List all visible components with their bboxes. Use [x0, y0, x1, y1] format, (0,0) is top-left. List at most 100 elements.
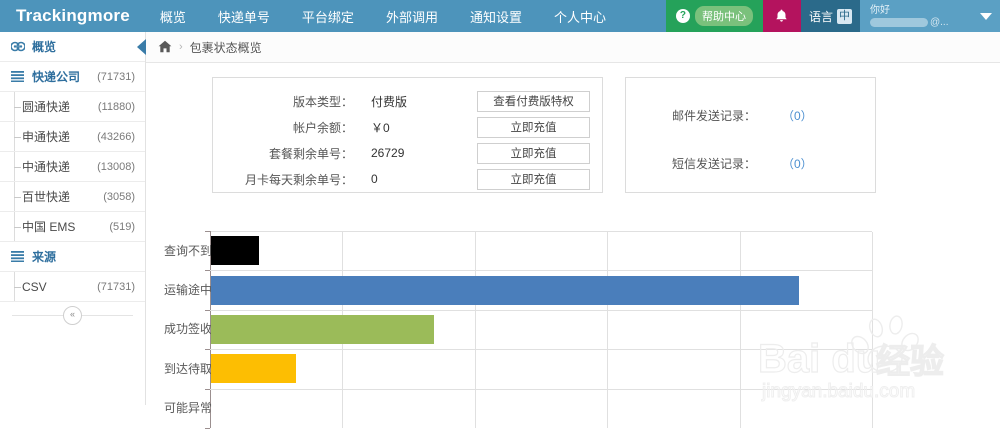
chart-category-row: 运输途中 [146, 270, 1000, 309]
nav-external-api[interactable]: 外部调用 [385, 9, 438, 25]
tree-branch-tick [14, 196, 21, 198]
gauge-icon [10, 41, 25, 52]
sms-send-records-value[interactable]: （0） [782, 156, 813, 171]
nav-platform-binding[interactable]: 平台绑定 [301, 9, 354, 25]
user-email-masked: @... [870, 16, 974, 28]
nav-user-center[interactable]: 个人中心 [553, 9, 606, 25]
tree-branch-tick [14, 106, 21, 108]
recharge-balance-button[interactable]: 立即充值 [477, 116, 590, 138]
account-panel: 版本类型： 付费版 查看付费版特权 帐户余额： ￥0 立即充值 套餐剩余单号： … [212, 77, 603, 193]
notifications-button[interactable] [762, 0, 801, 32]
list-icon [10, 251, 25, 262]
account-row-package: 套餐剩余单号： 26729 立即充值 [223, 140, 590, 166]
tree-branch-tick [14, 286, 21, 288]
language-label: 语言 [808, 9, 833, 24]
sidebar-item-carrier-2[interactable]: 中通快递 (13008) [0, 152, 145, 182]
email-redaction-bar [870, 18, 928, 27]
language-flag-icon: 中 [837, 8, 852, 24]
chart-row-separator [210, 349, 872, 351]
help-center-button[interactable]: ? 帮助中心 [665, 0, 763, 32]
home-icon[interactable] [158, 40, 172, 55]
sidebar-item-carrier-3[interactable]: 百世快递 (3058) [0, 182, 145, 212]
chart-bar[interactable] [211, 314, 434, 344]
question-mark-icon: ? [675, 9, 690, 23]
email-send-records-label: 邮件发送记录： [671, 108, 756, 123]
sidebar: 概览 快递公司 (71731) 圆通快递 (11880) [0, 32, 146, 405]
nav-notification-settings[interactable]: 通知设置 [469, 9, 522, 25]
chart-axis-tick [205, 349, 210, 351]
sidebar-item-carrier-0-count: (11880) [97, 100, 135, 113]
list-icon [10, 71, 25, 82]
chevron-down-icon [980, 12, 992, 20]
account-row-version-value: 付费版 [371, 94, 408, 109]
sms-send-records-label: 短信发送记录： [671, 156, 756, 171]
sidebar-item-source-0[interactable]: CSV (71731) [0, 272, 145, 302]
chart-row-separator [210, 270, 872, 272]
sidebar-item-carrier-4-label: 中国 EMS [22, 220, 76, 234]
sidebar-item-overview[interactable]: 概览 [0, 32, 146, 62]
sidebar-item-carrier-2-label: 中通快递 [22, 160, 71, 174]
account-row-balance-value: ￥0 [371, 120, 390, 135]
nav-overview[interactable]: 概览 [159, 9, 186, 25]
sidebar-item-source-0-label: CSV [22, 279, 47, 294]
tree-branch-tick [14, 226, 21, 228]
sidebar-group-carriers[interactable]: 快递公司 (71731) [0, 62, 145, 92]
sidebar-group-sources-label: 来源 [32, 250, 57, 264]
account-row-monthly-label: 月卡每天剩余单号： [244, 172, 353, 187]
chart-bar[interactable] [211, 354, 296, 384]
sidebar-collapse-row: « [0, 302, 145, 328]
view-paid-privileges-button[interactable]: 查看付费版特权 [477, 90, 590, 112]
chart-gridline [607, 232, 609, 428]
account-row-version-label: 版本类型： [292, 94, 353, 109]
chart-bar[interactable] [211, 275, 799, 305]
main-content: › 包裹状态概览 版本类型： 付费版 查看付费版特权 帐户余额： ￥0 立即充值… [146, 32, 1000, 429]
chart-row-separator [210, 309, 872, 311]
chart-category-label: 到达待取 [163, 361, 212, 376]
tree-branch-tick [14, 166, 21, 168]
nav-tracking-numbers[interactable]: 快递单号 [217, 9, 270, 25]
sidebar-item-carrier-2-count: (13008) [97, 160, 135, 173]
sidebar-item-carrier-3-label: 百世快递 [22, 190, 71, 204]
chart-category-label: 查询不到 [163, 243, 212, 258]
chart-axis-tick [205, 309, 210, 311]
email-domain-ellipsis: @... [930, 16, 949, 28]
user-menu[interactable]: 你好 @... [860, 0, 1000, 32]
sidebar-group-sources[interactable]: 来源 [0, 242, 145, 272]
user-greeting: 你好 [870, 4, 890, 16]
breadcrumb: › 包裹状态概览 [146, 32, 1000, 63]
account-row-version: 版本类型： 付费版 查看付费版特权 [223, 88, 590, 114]
sidebar-item-carrier-0[interactable]: 圆通快递 (11880) [0, 92, 145, 122]
brand-logo[interactable]: Trackingmore [16, 6, 130, 25]
sidebar-item-carrier-1-count: (43266) [97, 130, 135, 143]
chart-category-label: 可能异常 [163, 401, 212, 416]
account-row-package-value: 26729 [371, 146, 405, 160]
package-status-chart: 查询不到 运输途中 成功签收 到达待取 可能异常 Bai du 经验 jingyan.b… [146, 199, 1000, 429]
email-send-records-value[interactable]: （0） [782, 108, 813, 123]
recharge-package-button[interactable]: 立即充值 [477, 142, 590, 164]
sidebar-item-source-0-count: (71731) [97, 280, 135, 293]
chart-category-label: 成功签收 [163, 322, 212, 337]
main-nav: 概览 快递单号 平台绑定 外部调用 通知设置 个人中心 [144, 0, 666, 32]
sidebar-item-carrier-4[interactable]: 中国 EMS (519) [0, 212, 145, 242]
chart-gridline [474, 232, 476, 428]
chart-axis-tick [205, 231, 210, 232]
chart-bar[interactable] [211, 236, 259, 266]
chart-category-row: 查询不到 [146, 231, 1000, 270]
sms-send-records: 短信发送记录： （0） [636, 144, 863, 182]
breadcrumb-separator: › [179, 41, 183, 53]
chart-row-separator [210, 388, 872, 390]
sidebar-item-carrier-3-count: (3058) [103, 190, 135, 203]
collapse-sidebar-button[interactable]: « [63, 305, 82, 325]
records-panel: 邮件发送记录： （0） 短信发送记录： （0） [625, 77, 876, 193]
chart-category-row: 成功签收 [146, 310, 1000, 349]
sidebar-item-carrier-4-count: (519) [109, 220, 135, 233]
active-indicator-arrow [137, 38, 146, 55]
account-row-balance: 帐户余额： ￥0 立即充值 [223, 114, 590, 140]
language-switcher[interactable]: 语言 中 [800, 0, 860, 32]
tree-branch-tick [14, 136, 21, 138]
help-center-label: 帮助中心 [694, 6, 753, 26]
sidebar-item-carrier-1[interactable]: 申通快递 (43266) [0, 122, 145, 152]
recharge-monthly-button[interactable]: 立即充值 [477, 168, 590, 190]
chart-axis-tick [205, 270, 210, 272]
